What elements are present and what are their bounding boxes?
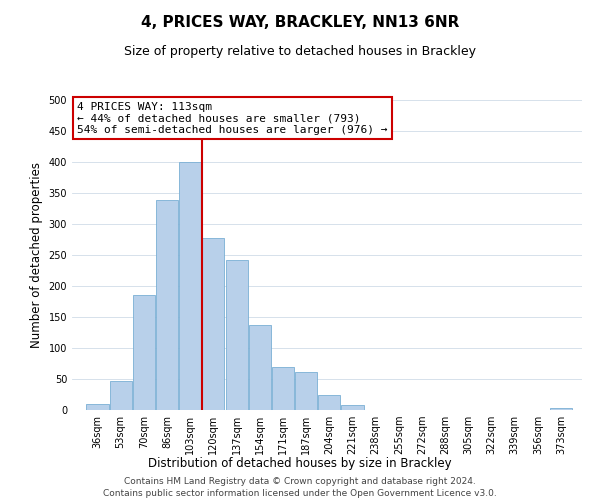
Bar xyxy=(156,200,178,410)
Bar xyxy=(133,296,155,410)
Bar xyxy=(341,405,364,410)
Text: 4 PRICES WAY: 113sqm
← 44% of detached houses are smaller (793)
54% of semi-deta: 4 PRICES WAY: 113sqm ← 44% of detached h… xyxy=(77,102,388,134)
Y-axis label: Number of detached properties: Number of detached properties xyxy=(30,162,43,348)
Bar xyxy=(249,325,271,410)
Bar xyxy=(179,162,201,410)
Text: Contains HM Land Registry data © Crown copyright and database right 2024.
Contai: Contains HM Land Registry data © Crown c… xyxy=(103,476,497,498)
Bar xyxy=(295,372,317,410)
Bar xyxy=(110,381,132,410)
Text: Size of property relative to detached houses in Brackley: Size of property relative to detached ho… xyxy=(124,45,476,58)
Bar xyxy=(202,238,224,410)
Text: 4, PRICES WAY, BRACKLEY, NN13 6NR: 4, PRICES WAY, BRACKLEY, NN13 6NR xyxy=(141,15,459,30)
Bar xyxy=(226,260,248,410)
Bar xyxy=(86,404,109,410)
Bar xyxy=(272,366,294,410)
Bar xyxy=(550,408,572,410)
Text: Distribution of detached houses by size in Brackley: Distribution of detached houses by size … xyxy=(148,458,452,470)
Bar xyxy=(318,394,340,410)
